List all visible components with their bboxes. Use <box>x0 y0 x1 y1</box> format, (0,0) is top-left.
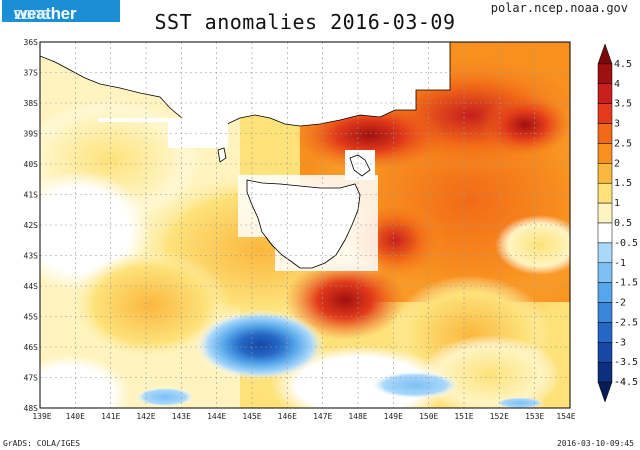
colorbar-label: 2.5 <box>614 138 632 149</box>
colorbar: 4.5 4 3.5 3 2.5 2 1.5 1 0.5 -0.5 -1 -1.5 -2 -2.5 -3 -3.… <box>597 43 638 403</box>
colorbar-label: -3 <box>614 337 626 348</box>
lat-label: 44S <box>24 282 39 291</box>
lat-label: 43S <box>24 252 39 261</box>
lon-label: 152E <box>490 412 509 421</box>
colorbar-label: 2 <box>614 158 620 169</box>
colorbar-label: -2 <box>614 298 626 309</box>
colorbar-swatch <box>597 302 613 323</box>
lon-axis: 139E 140E 141E 142E 143E 144E 145E 146E … <box>32 412 575 421</box>
lat-label: 48S <box>24 404 39 413</box>
grads-credit: GrADS: COLA/IGES <box>3 439 81 448</box>
mainland-australia <box>40 42 451 129</box>
colorbar-label: 4 <box>614 79 620 90</box>
lon-label: 142E <box>136 412 155 421</box>
flinders-island <box>349 154 371 177</box>
lat-label: 36S <box>24 38 39 47</box>
lon-label: 150E <box>419 412 438 421</box>
king-island <box>217 147 227 163</box>
lat-label: 46S <box>24 343 39 352</box>
lon-label: 145E <box>242 412 261 421</box>
lat-label: 39S <box>24 130 39 139</box>
lat-label: 45S <box>24 313 39 322</box>
colorbar-label: -4 <box>614 377 626 388</box>
colorbar-swatch <box>597 381 613 403</box>
colorbar-label: 0.5 <box>614 218 632 229</box>
lon-label: 154E <box>556 412 575 421</box>
colorbar-swatch <box>597 322 613 343</box>
lat-label: 47S <box>24 374 39 383</box>
lon-label: 143E <box>172 412 191 421</box>
lat-label: 40S <box>24 160 39 169</box>
colorbar-swatch <box>597 361 613 383</box>
colorbar-label: 1.5 <box>614 178 632 189</box>
colorbar-swatch <box>597 83 613 104</box>
colorbar-label: -1 <box>614 258 626 269</box>
colorbar-swatch <box>597 103 613 124</box>
colorbar-label: -2.5 <box>614 317 638 328</box>
colorbar-label: 1 <box>614 198 620 209</box>
colorbar-swatch <box>597 342 613 363</box>
sst-field <box>40 42 570 408</box>
lon-label: 149E <box>384 412 403 421</box>
weatherzone-logo: weather zone <box>2 0 120 23</box>
lat-label: 42S <box>24 221 39 230</box>
colorbar-swatch <box>597 242 613 264</box>
colorbar-label: 3.5 <box>614 99 632 110</box>
timestamp: 2016-03-10-09:45 <box>556 439 634 448</box>
lon-label: 141E <box>101 412 120 421</box>
colorbar-label: -1.5 <box>614 278 638 289</box>
lon-label: 148E <box>348 412 367 421</box>
lat-label: 41S <box>24 191 39 200</box>
colorbar-swatch <box>597 163 613 184</box>
lon-label: 153E <box>525 412 544 421</box>
logo-text-weather: weather <box>14 4 77 23</box>
colorbar-swatch <box>597 222 613 244</box>
map-frame <box>39 41 571 409</box>
map-title: SST anomalies 2016-03-09 <box>154 10 456 34</box>
colorbar-label: -3.5 <box>614 357 638 368</box>
lat-axis: 36S 37S 38S 39S 40S 41S 42S 43S 44S 45S … <box>24 38 39 413</box>
lat-label: 37S <box>24 69 39 78</box>
lon-label: 140E <box>66 412 85 421</box>
colorbar-swatch <box>597 63 613 85</box>
colorbar-label: 4.5 <box>614 59 632 70</box>
colorbar-swatch <box>597 43 613 65</box>
lon-label: 146E <box>278 412 297 421</box>
colorbar-label: -4.5 <box>614 377 638 388</box>
grid-lines <box>40 42 570 408</box>
source-url: polar.ncep.noaa.gov <box>490 1 628 15</box>
colorbar-swatch <box>597 182 613 204</box>
colorbar-swatch <box>597 143 613 164</box>
colorbar-swatch <box>597 282 613 303</box>
lon-label: 147E <box>313 412 332 421</box>
lon-label: 139E <box>32 412 51 421</box>
lon-label: 151E <box>454 412 473 421</box>
lat-label: 38S <box>24 99 39 108</box>
colorbar-label: 3 <box>614 119 620 130</box>
colorbar-swatch <box>597 202 613 224</box>
colorbar-swatch <box>597 123 613 144</box>
logo-text-zone: zone <box>14 4 50 23</box>
colorbar-swatch <box>597 262 613 283</box>
colorbar-label: -0.5 <box>614 238 638 249</box>
lon-label: 144E <box>207 412 226 421</box>
